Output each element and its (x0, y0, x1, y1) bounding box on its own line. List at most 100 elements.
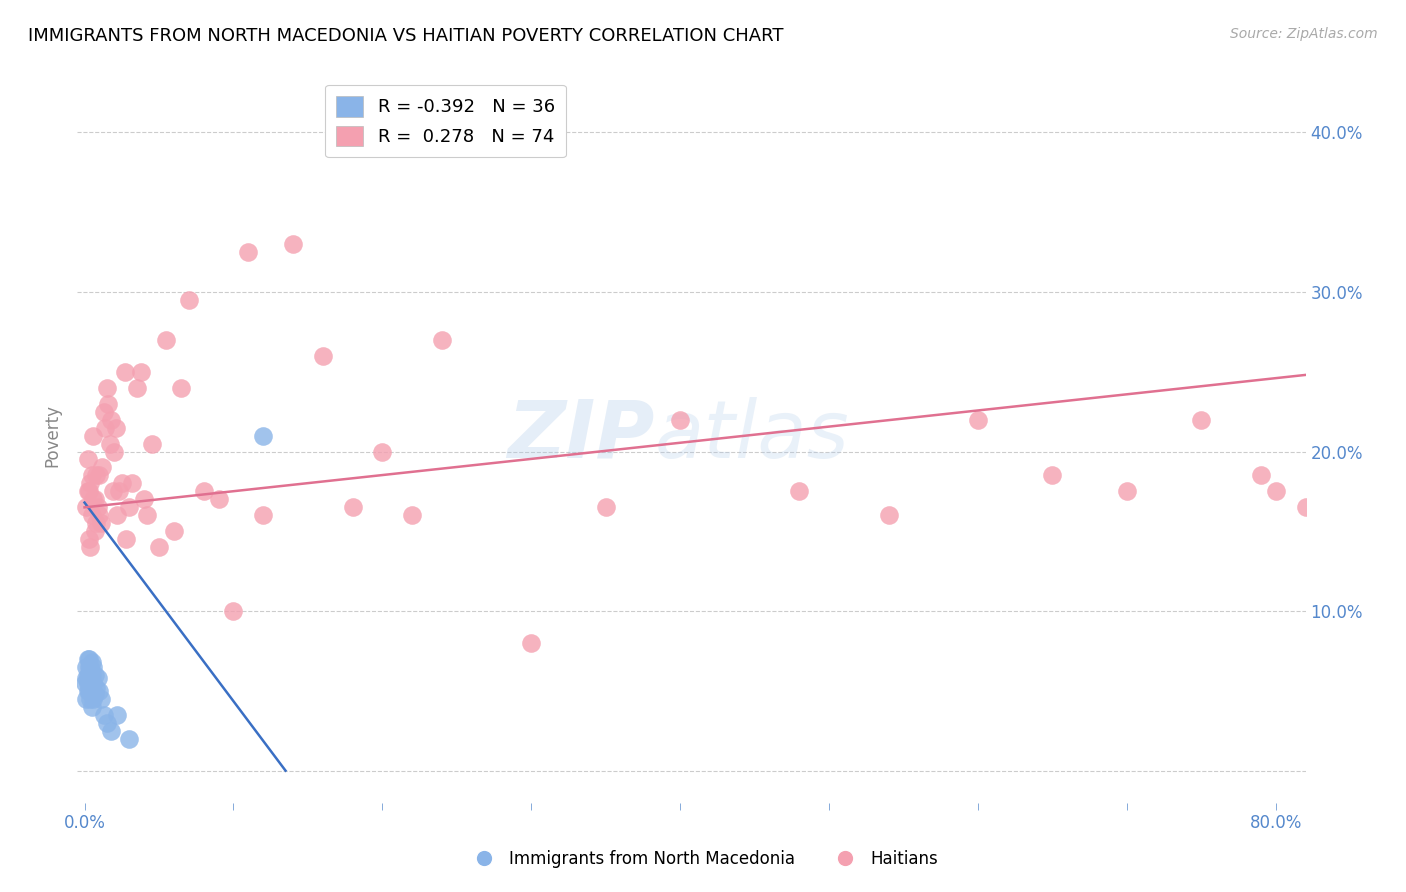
Point (75, 500, 97, 515)
Point (222, 604, 245, 618)
Point (129, 365, 152, 379)
Point (177, 293, 200, 307)
Point (1339, 500, 1361, 515)
Point (1115, 484, 1137, 499)
Text: ZIP: ZIP (508, 397, 654, 475)
Point (107, 484, 129, 499)
Point (82, 492, 104, 507)
Point (76, 668, 98, 682)
Text: atlas: atlas (654, 397, 849, 475)
Point (136, 508, 159, 523)
Legend: R = -0.392   N = 36, R =  0.278   N = 74: R = -0.392 N = 36, R = 0.278 N = 74 (325, 85, 565, 157)
Point (104, 420, 127, 434)
Point (84, 492, 107, 507)
Point (79, 671, 101, 685)
Point (1250, 468, 1272, 483)
Point (89, 468, 111, 483)
Point (76, 652, 98, 666)
Point (94, 420, 117, 434)
Point (100, 412, 122, 426)
Point (89, 508, 111, 523)
Legend: Immigrants from North Macedonia, Haitians: Immigrants from North Macedonia, Haitian… (461, 844, 945, 875)
Point (132, 492, 155, 507)
Point (967, 412, 990, 426)
Point (125, 381, 148, 395)
Point (342, 500, 364, 515)
Point (430, 333, 453, 347)
Point (79, 691, 101, 706)
Point (86, 516, 108, 531)
Point (80, 508, 103, 523)
Point (114, 365, 136, 379)
Point (76, 684, 98, 698)
Point (1264, 484, 1286, 499)
Text: Source: ZipAtlas.com: Source: ZipAtlas.com (1230, 27, 1378, 41)
Point (1354, 484, 1376, 499)
Point (76, 484, 98, 499)
Point (86, 468, 108, 483)
Point (520, 636, 543, 650)
Point (75, 671, 97, 685)
Point (75, 660, 97, 674)
Point (87, 500, 110, 515)
Point (77, 676, 100, 690)
Point (80, 468, 103, 483)
Point (118, 731, 141, 746)
Point (121, 476, 143, 491)
Point (103, 444, 125, 458)
Point (1309, 492, 1331, 507)
Text: IMMIGRANTS FROM NORTH MACEDONIA VS HAITIAN POVERTY CORRELATION CHART: IMMIGRANTS FROM NORTH MACEDONIA VS HAITI… (28, 27, 783, 45)
Point (1368, 492, 1391, 507)
Point (252, 508, 274, 523)
Point (86, 681, 108, 695)
Point (82, 660, 104, 674)
Point (84, 524, 107, 539)
Point (163, 524, 186, 539)
Point (91, 460, 114, 475)
Point (80, 668, 103, 682)
Point (96, 381, 118, 395)
Point (101, 484, 124, 499)
Point (77, 533, 100, 547)
Point (87, 671, 110, 685)
Point (115, 533, 138, 547)
Y-axis label: Poverty: Poverty (44, 404, 60, 467)
Point (93, 404, 115, 418)
Point (207, 492, 229, 507)
Point (77, 652, 100, 666)
Point (77, 484, 100, 499)
Point (80, 655, 103, 669)
Point (252, 428, 274, 442)
Point (80, 699, 103, 714)
Point (90, 691, 112, 706)
Point (75, 676, 97, 690)
Point (80, 684, 103, 698)
Point (79, 541, 101, 555)
Point (111, 476, 134, 491)
Point (100, 723, 122, 738)
Point (77, 684, 100, 698)
Point (401, 508, 423, 523)
Point (93, 707, 115, 722)
Point (787, 484, 810, 499)
Point (105, 707, 128, 722)
Point (79, 476, 101, 491)
Point (312, 349, 335, 363)
Point (193, 484, 215, 499)
Point (877, 508, 900, 523)
Point (75, 691, 97, 706)
Point (238, 245, 260, 260)
Point (82, 676, 104, 690)
Point (155, 333, 177, 347)
Point (281, 237, 304, 252)
Point (1295, 500, 1317, 515)
Point (141, 436, 163, 450)
Point (1040, 468, 1063, 483)
Point (90, 516, 112, 531)
Point (98, 436, 121, 450)
Point (82, 691, 104, 706)
Point (76, 452, 98, 467)
Point (79, 660, 101, 674)
Point (84, 668, 107, 682)
Point (96, 715, 118, 730)
